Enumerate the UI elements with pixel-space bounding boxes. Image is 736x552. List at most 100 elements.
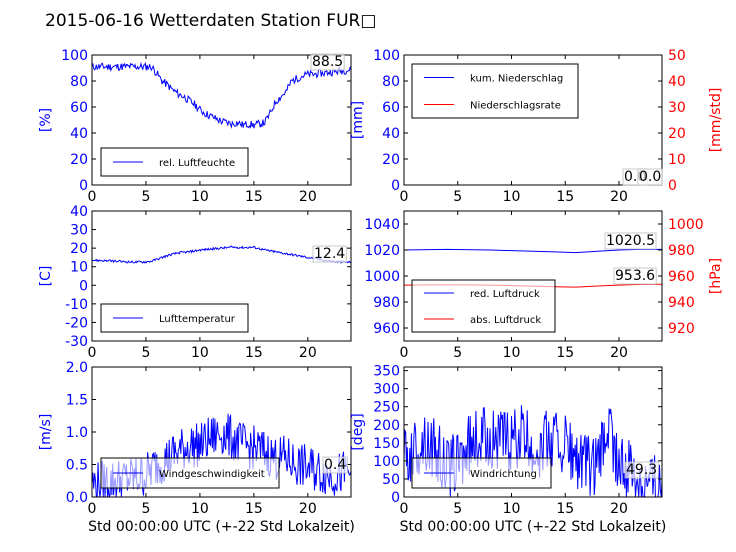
- x-tick-label: 10: [191, 345, 209, 361]
- chart-pressure: 0 5 10 15 20 960 980 1000 1020 1040 920 940 960 980 10…: [364, 210, 724, 361]
- value-label: 49.3: [626, 462, 657, 478]
- legend: red. Luftdruck abs. Luftdruck: [411, 279, 556, 333]
- y-tick-label: 960: [373, 321, 400, 337]
- legend-entry: Niederschlagsrate: [470, 101, 561, 112]
- y-tick-label: 250: [373, 400, 400, 416]
- x-axis-label: Std 00:00:00 UTC (+-22 Std Lokalzeit): [400, 519, 667, 535]
- y-tick-label: 1.0: [66, 425, 88, 441]
- x-tick-label: 5: [453, 345, 462, 361]
- legend-entry: Windrichtung: [470, 469, 537, 480]
- x-tick-label: 20: [610, 345, 628, 361]
- x-tick-label: 20: [299, 189, 317, 205]
- legend: Windrichtung: [411, 457, 552, 489]
- y-tick-label: 980: [373, 295, 400, 311]
- x-tick-label: 15: [556, 189, 574, 205]
- y-tick-label: 0: [79, 278, 88, 294]
- x-tick-label: 10: [191, 189, 209, 205]
- chart-windspeed: 0 5 10 15 20 0.0 0.5 1.0 1.5 2.0 [m/s] Std 00:00:00…: [38, 360, 355, 535]
- y-tick-label: 0.5: [66, 458, 88, 474]
- series-line-pressure-0: [403, 248, 662, 254]
- x-tick-label: 10: [503, 501, 521, 517]
- y-tick-label: 100: [61, 48, 88, 64]
- y-tick-label: -30: [65, 334, 88, 350]
- y-axis-label: [C]: [38, 266, 54, 287]
- x-tick-label: 20: [610, 501, 628, 517]
- value-label-box: [613, 267, 657, 285]
- y-right-tick-label: 980: [668, 243, 695, 259]
- y-tick-label: 50: [382, 472, 400, 488]
- legend-entry: red. Luftdruck: [470, 289, 540, 300]
- axes-frame: [403, 366, 663, 498]
- y-tick-label: 1000: [364, 269, 400, 285]
- x-tick-label: 0: [400, 189, 409, 205]
- legend-entry: rel. Luftfeuchte: [159, 158, 235, 169]
- y-axis-label: [mm]: [350, 101, 366, 139]
- y-tick-label: 60: [70, 100, 88, 116]
- y-axis-label: [%]: [38, 108, 54, 132]
- y-axis-label: [m/s]: [38, 414, 54, 451]
- x-tick-label: 5: [141, 501, 150, 517]
- chart-humidity: 0 5 10 15 20 0 20 40 60 80 100 [%] rel. Luftfeuchte 8…: [38, 48, 352, 205]
- y-tick-label: 40: [382, 126, 400, 142]
- y-right-tick-label: 30: [668, 100, 686, 116]
- axes-frame: [91, 210, 352, 342]
- y-tick-label: 1.5: [66, 393, 88, 409]
- y-right-tick-label: 960: [668, 269, 695, 285]
- legend-entry: abs. Luftdruck: [470, 315, 541, 326]
- y-right-tick-label: 0: [668, 178, 677, 194]
- y-right-tick-label: 10: [668, 152, 686, 168]
- x-tick-label: 0: [400, 501, 409, 517]
- x-tick-label: 15: [245, 345, 263, 361]
- y-tick-label: 40: [70, 204, 88, 220]
- figure-title: 2015-06-16 Wetterdaten Station FUR□: [45, 11, 376, 31]
- y-axis-label-right: [mm/std]: [708, 88, 724, 153]
- x-tick-label: 0: [400, 345, 409, 361]
- y-tick-label: 40: [70, 126, 88, 142]
- x-tick-label: 10: [191, 501, 209, 517]
- y-tick-label: 80: [70, 74, 88, 90]
- legend-entry: kum. Niederschlag: [470, 74, 563, 85]
- y-right-tick-label: 20: [668, 126, 686, 142]
- value-label: 1020.5: [606, 233, 655, 249]
- value-label-box: [322, 456, 348, 474]
- series-line-winddirection-0: [403, 405, 663, 498]
- x-tick-label: 0: [88, 189, 97, 205]
- axes-frame: [91, 54, 352, 186]
- y-tick-label: 300: [373, 382, 400, 398]
- y-right-tick-label: 40: [668, 74, 686, 90]
- legend: Windgeschwindigkeit: [100, 457, 280, 489]
- y-tick-label: 20: [70, 152, 88, 168]
- y-tick-label: 0: [391, 490, 400, 506]
- value-label-box: [310, 53, 345, 71]
- y-tick-label: 150: [373, 436, 400, 452]
- x-axis-label: Std 00:00:00 UTC (+-22 Std Lokalzeit): [88, 519, 355, 535]
- x-tick-label: 15: [245, 189, 263, 205]
- y-tick-label: 60: [382, 100, 400, 116]
- y-tick-label: 30: [70, 223, 88, 239]
- x-tick-label: 0: [88, 345, 97, 361]
- x-tick-label: 20: [299, 501, 317, 517]
- y-tick-label: 80: [382, 74, 400, 90]
- y-axis-label: [deg]: [350, 413, 366, 450]
- x-tick-label: 20: [299, 345, 317, 361]
- value-label-box: [624, 461, 659, 479]
- x-tick-label: 20: [610, 189, 628, 205]
- x-tick-label: 5: [453, 189, 462, 205]
- value-label: 0.4: [324, 457, 346, 473]
- y-tick-label: 350: [373, 364, 400, 380]
- y-tick-label: 20: [70, 241, 88, 257]
- x-tick-label: 15: [245, 501, 263, 517]
- x-tick-label: 5: [141, 189, 150, 205]
- value-label-box: [312, 245, 347, 263]
- y-axis-label-right: [hPa]: [708, 258, 724, 294]
- legend: kum. Niederschlag Niederschlagsrate: [411, 63, 579, 119]
- legend-box: [411, 63, 579, 119]
- legend-entry: Windgeschwindigkeit: [159, 469, 265, 480]
- x-tick-label: 15: [556, 501, 574, 517]
- y-tick-label: 2.0: [66, 360, 88, 376]
- y-right-tick-label: 1000: [668, 217, 704, 233]
- y-tick-label: 1040: [364, 217, 400, 233]
- chart-temperature: 0 5 10 15 20 -30 -20 -10 0 10 20 30 40 [C] Lufttempera…: [38, 204, 352, 361]
